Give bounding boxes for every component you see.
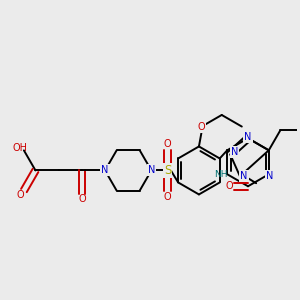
Text: N: N [148,165,155,176]
Text: N: N [240,171,248,181]
Text: O: O [164,139,171,149]
Text: OH: OH [12,143,27,153]
Text: N: N [231,147,238,157]
Text: O: O [16,190,24,200]
Text: N: N [266,171,274,181]
Text: NH: NH [214,170,228,179]
Text: O: O [78,194,86,204]
Text: O: O [198,122,206,132]
Text: O: O [164,192,171,202]
Text: N: N [101,165,109,176]
Text: S: S [164,164,171,177]
Text: N: N [244,132,252,142]
Text: O: O [225,181,233,191]
